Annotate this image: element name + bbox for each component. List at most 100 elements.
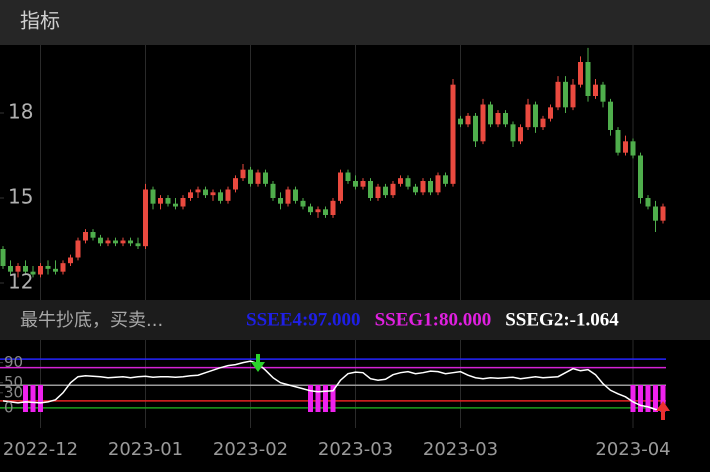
candle-body — [53, 268, 58, 272]
candle-body — [150, 189, 156, 204]
candle-body — [458, 118, 463, 125]
indicator-readout: SSEG1:80.000 — [375, 309, 492, 330]
candle-body — [660, 206, 666, 221]
candle-body — [428, 181, 433, 193]
candle-body — [345, 172, 351, 181]
candle-body — [68, 257, 73, 264]
candle-body — [293, 189, 298, 201]
indicator-readout: SSEE4:97.000 — [246, 309, 361, 330]
candle-body — [195, 189, 201, 193]
candle-body — [548, 107, 553, 119]
candle-body — [83, 232, 88, 241]
x-tick-label: 2023-03 — [318, 439, 393, 460]
candle-body — [360, 181, 366, 187]
candle-body — [90, 232, 96, 238]
indicator-name[interactable]: 最牛抄底，买卖... — [20, 310, 163, 331]
candle-body — [8, 266, 13, 272]
candle-body — [120, 240, 126, 244]
candle-body — [128, 240, 133, 244]
candle-body — [585, 62, 591, 96]
candle-body — [525, 104, 531, 128]
candle-body — [135, 243, 141, 247]
signal-bar — [645, 385, 651, 412]
candle-body — [323, 209, 328, 215]
candle-body — [255, 172, 261, 184]
x-tick-label: 2022-12 — [3, 439, 78, 460]
candle-body — [488, 104, 493, 125]
candle-body — [375, 186, 381, 198]
marks — [0, 47, 670, 420]
candle-body — [143, 189, 148, 247]
indicator-line — [2, 360, 664, 412]
x-tick-label: 2023-01 — [108, 439, 183, 460]
candle-body — [443, 175, 448, 184]
candle-body — [420, 181, 426, 193]
signal-bar — [638, 385, 643, 412]
candle-body — [180, 198, 186, 207]
indicator-readout: SSEG2:-1.064 — [505, 309, 619, 330]
candle-body — [338, 172, 343, 201]
candle-body — [315, 209, 321, 213]
signal-bar — [23, 385, 28, 412]
candle-body — [473, 115, 478, 142]
candle-body — [285, 189, 291, 204]
signal-bar — [630, 385, 636, 412]
signal-bar — [308, 385, 313, 412]
candle-body — [563, 81, 568, 108]
sell-arrow — [251, 354, 265, 372]
candle-body — [533, 104, 538, 128]
candle-body — [113, 240, 118, 244]
candle-body — [645, 198, 651, 207]
candle-body — [30, 271, 36, 275]
candle-body — [233, 178, 238, 190]
candle-body — [405, 178, 411, 187]
signal-bar — [315, 385, 321, 412]
candle-body — [495, 113, 501, 125]
candle-body — [218, 192, 223, 201]
candle-body — [570, 84, 576, 108]
candle-body — [555, 81, 561, 108]
candle-body — [623, 141, 628, 153]
signal-bar — [330, 385, 336, 412]
candle-body — [45, 266, 51, 269]
candle-body — [615, 130, 621, 153]
candle-body — [593, 84, 598, 96]
candle-body — [165, 198, 171, 204]
y-tick-label: 15 — [8, 185, 33, 209]
signal-bar — [323, 385, 328, 412]
candle-body — [278, 198, 283, 204]
candle-body — [390, 183, 396, 196]
signal-bar — [660, 385, 666, 412]
candle-body — [450, 84, 456, 184]
candle-body — [308, 206, 313, 213]
grid — [0, 45, 634, 428]
candle-body — [98, 237, 103, 244]
candle-body — [608, 101, 613, 130]
candle-body — [578, 62, 583, 85]
header-bar — [0, 0, 710, 45]
candle-body — [105, 240, 111, 244]
indicator-bar — [0, 300, 710, 340]
x-tick-label: 2023-02 — [213, 439, 288, 460]
candle-body — [248, 169, 253, 184]
candle-body — [638, 155, 643, 198]
candle-body — [540, 118, 546, 128]
candle-body — [60, 263, 66, 272]
ind-tick-label: 90 — [4, 353, 23, 371]
candle-body — [23, 266, 28, 272]
x-tick-label: 2023-03 — [423, 439, 498, 460]
candle-body — [510, 124, 516, 142]
y-tick-label: 18 — [8, 100, 33, 124]
candle-body — [188, 192, 193, 198]
y-tick-label: 12 — [8, 270, 33, 294]
candle-body — [383, 186, 388, 196]
candle-body — [270, 183, 276, 198]
buy-arrow — [656, 401, 670, 420]
candle-body — [653, 206, 658, 221]
candle-body — [15, 266, 21, 272]
candle-body — [368, 181, 373, 198]
candle-body — [353, 181, 358, 187]
candle-body — [465, 115, 471, 125]
ind-tick-label: 30 — [4, 383, 23, 401]
